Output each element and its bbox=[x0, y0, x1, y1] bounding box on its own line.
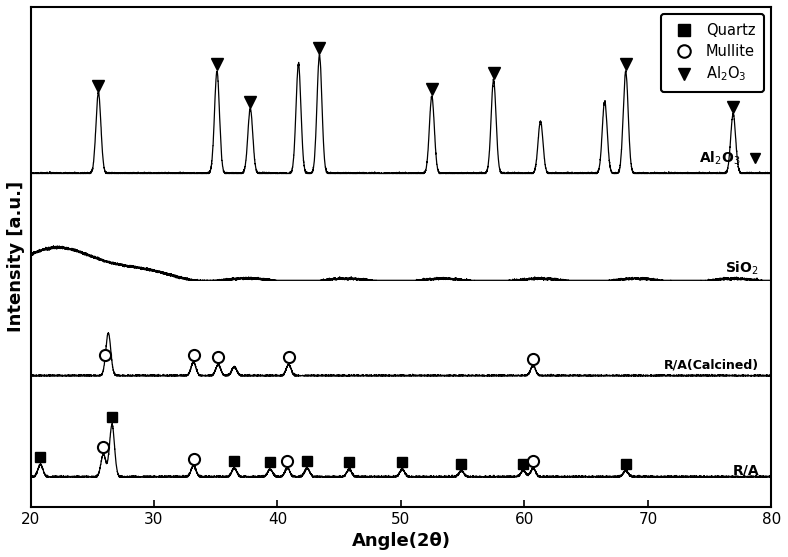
Text: SiO$_2$: SiO$_2$ bbox=[725, 260, 759, 277]
X-axis label: Angle(2θ): Angle(2θ) bbox=[351, 532, 451, 550]
Text: Al$_2$O$_3$: Al$_2$O$_3$ bbox=[699, 149, 741, 167]
Text: R/A: R/A bbox=[733, 464, 759, 478]
Y-axis label: Intensity [a.u.]: Intensity [a.u.] bbox=[7, 181, 25, 333]
Text: R/A(Calcined): R/A(Calcined) bbox=[664, 359, 759, 372]
Legend: Quartz, Mullite, Al$_2$O$_3$: Quartz, Mullite, Al$_2$O$_3$ bbox=[660, 14, 764, 92]
